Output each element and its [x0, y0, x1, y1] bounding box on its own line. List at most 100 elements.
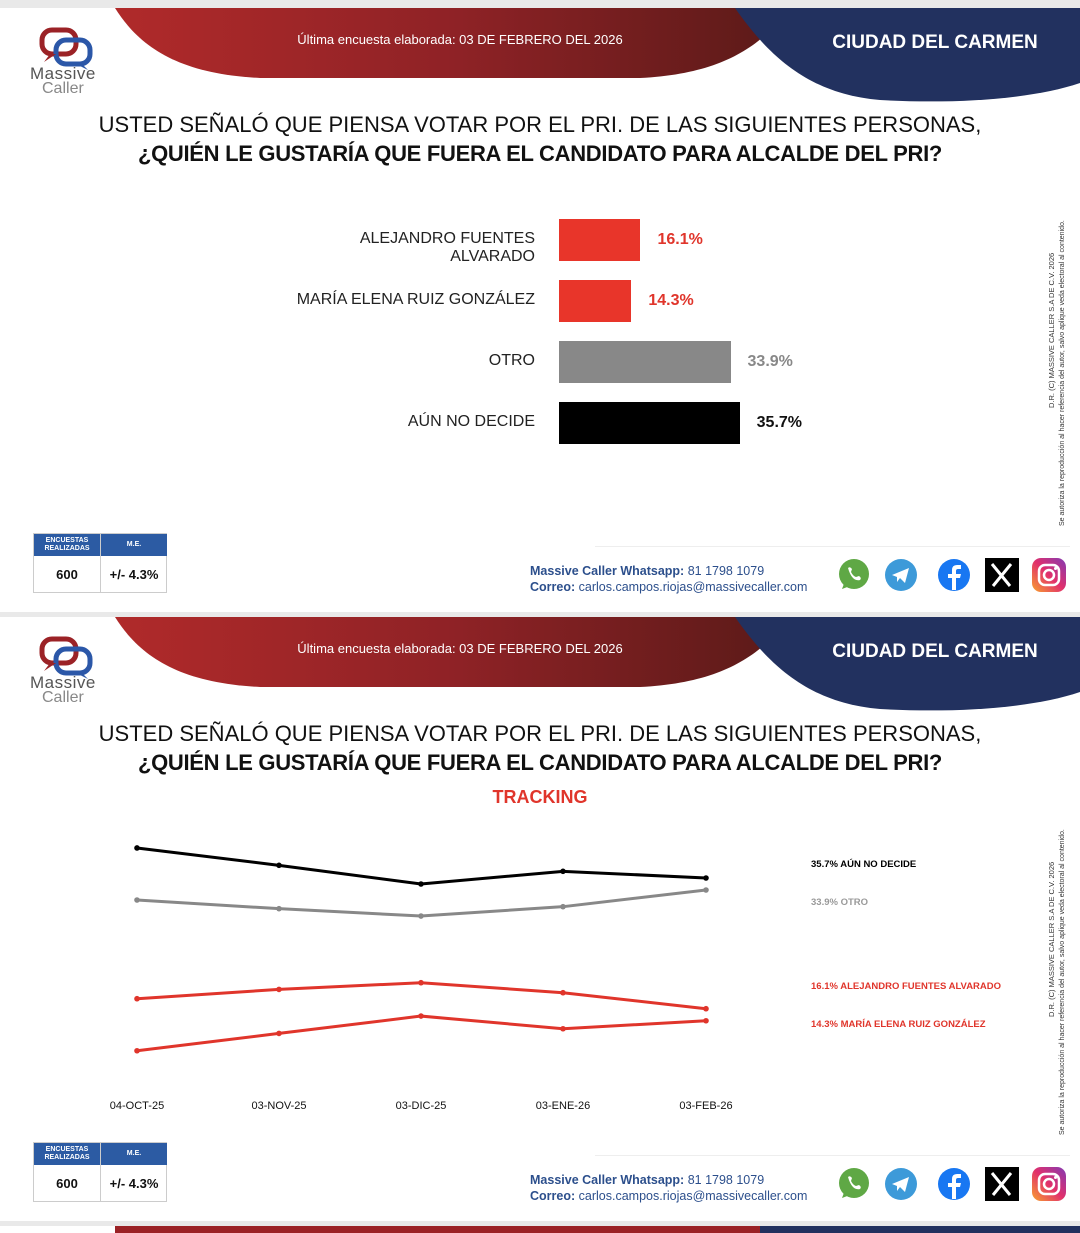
bar-value-label: 14.3% — [648, 292, 694, 309]
question-line2: ¿QUIÉN LE GUSTARÍA QUE FUERA EL CANDIDAT… — [137, 141, 943, 166]
x-tick-label: 04-OCT-25 — [110, 1100, 164, 1112]
data-point — [418, 913, 424, 919]
data-point — [560, 868, 566, 875]
data-point — [703, 1017, 709, 1024]
telegram-icon[interactable] — [883, 557, 919, 593]
bar-category-label: ALEJANDRO FUENTES ALVARADO — [359, 230, 535, 265]
bar-category-label: AÚN NO DECIDE — [407, 413, 535, 430]
x-tick-label: 03-ENE-26 — [536, 1100, 590, 1112]
whatsapp-label: Massive Caller Whatsapp: — [530, 564, 685, 578]
copyright-line1: D.R. (C) MASSIVE CALLER S.A DE C.V. 2026 — [1047, 252, 1056, 408]
surveys-header: ENCUESTAS REALIZADAS — [34, 1143, 100, 1165]
x-tick-label: 03-FEB-26 — [679, 1100, 732, 1112]
data-point — [703, 1005, 709, 1012]
me-header: M.E. — [100, 1143, 167, 1165]
me-value: +/- 4.3% — [100, 556, 167, 592]
bar-chart-slide: Massive Caller Última encuesta elaborada… — [0, 8, 1080, 612]
series-label: 33.9% OTRO — [811, 897, 868, 908]
series-line — [136, 981, 707, 1011]
data-point — [276, 1030, 282, 1037]
series-line — [136, 888, 707, 918]
data-point — [276, 986, 282, 993]
survey-date: Última encuesta elaborada: 03 DE FEBRERO… — [297, 32, 623, 47]
bar — [559, 219, 641, 261]
series-line — [136, 846, 707, 886]
bar-category-label: OTRO — [488, 352, 535, 369]
whatsapp-number[interactable]: 81 1798 1079 — [687, 564, 765, 578]
bar — [559, 280, 632, 322]
series-line — [136, 1014, 707, 1053]
instagram-icon[interactable] — [1031, 557, 1067, 593]
bar — [559, 402, 740, 444]
facebook-icon[interactable] — [936, 557, 972, 593]
question-line1: USTED SEÑALÓ QUE PIENSA VOTAR POR EL PRI… — [98, 721, 982, 746]
header-banner — [115, 8, 1080, 102]
copyright-line2: Se autoriza la reproducción al hacer ref… — [1059, 220, 1066, 526]
bar-value-label: 35.7% — [756, 414, 803, 431]
footer-divider — [595, 1155, 1070, 1156]
question-line1: USTED SEÑALÓ QUE PIENSA VOTAR POR EL PRI… — [98, 112, 982, 137]
city-title: CIUDAD DEL CARMEN — [832, 641, 1038, 662]
email-link[interactable]: carlos.campos.riojas@massivecaller.com — [578, 1189, 808, 1203]
surveys-value: 600 — [56, 566, 78, 582]
series-label: 35.7% AÚN NO DECIDE — [811, 858, 916, 870]
survey-stats-table: ENCUESTAS REALIZADAS M.E. 600 +/- 4.3% — [33, 533, 167, 593]
massive-caller-logo — [39, 636, 93, 679]
x-tick-label: 03-DIC-25 — [396, 1100, 447, 1112]
contact-info: Massive Caller Whatsapp: 81 1798 1079 Co… — [530, 1172, 807, 1204]
next-slide-edge — [0, 1226, 1080, 1233]
bar-value-label: 33.9% — [747, 353, 793, 370]
logo-text-massive: Massive — [30, 64, 96, 83]
logo-text-massive: Massive — [30, 673, 96, 692]
data-point — [703, 887, 709, 893]
surveys-header: ENCUESTAS REALIZADAS — [34, 534, 100, 556]
data-point — [560, 989, 566, 996]
facebook-icon[interactable] — [936, 1166, 972, 1202]
contact-info: Massive Caller Whatsapp: 81 1798 1079 Co… — [530, 563, 807, 595]
data-point — [560, 1025, 566, 1032]
instagram-icon[interactable] — [1031, 1166, 1067, 1202]
telegram-icon[interactable] — [883, 1166, 919, 1202]
data-point — [703, 875, 709, 881]
data-point — [418, 881, 424, 887]
logo-text-caller: Caller — [42, 80, 84, 97]
tracking-chart-slide: Massive Caller Última encuesta elaborada… — [0, 617, 1080, 1221]
survey-date: Última encuesta elaborada: 03 DE FEBRERO… — [297, 641, 623, 656]
whatsapp-number[interactable]: 81 1798 1079 — [687, 1173, 765, 1187]
tracking-title: TRACKING — [492, 787, 588, 807]
tracking-line-chart: 04-OCT-25 03-NOV-25 03-DIC-25 03-ENE-26 03-F… — [110, 845, 1001, 1112]
whatsapp-icon[interactable] — [836, 1166, 872, 1202]
email-label: Correo: — [530, 1189, 576, 1203]
x-tick-label: 03-NOV-25 — [251, 1100, 306, 1112]
data-point — [276, 862, 282, 869]
question-line2: ¿QUIÉN LE GUSTARÍA QUE FUERA EL CANDIDAT… — [137, 750, 943, 775]
whatsapp-label: Massive Caller Whatsapp: — [530, 1173, 685, 1187]
data-point — [134, 897, 140, 903]
email-link[interactable]: carlos.campos.riojas@massivecaller.com — [578, 580, 808, 594]
data-point — [276, 905, 282, 912]
massive-caller-logo — [39, 27, 93, 70]
data-point — [134, 1047, 140, 1054]
bar-value-label: 16.1% — [657, 231, 703, 248]
data-point — [560, 903, 566, 910]
data-point — [134, 995, 140, 1002]
me-header: M.E. — [100, 534, 167, 556]
copyright-note: D.R. (C) MASSIVE CALLER S.A DE C.V. 2026… — [1043, 118, 1073, 528]
data-point — [134, 845, 140, 851]
city-title: CIUDAD DEL CARMEN — [832, 32, 1038, 53]
series-label: 14.3% MARÍA ELENA RUIZ GONZÁLEZ — [811, 1019, 986, 1030]
data-point — [418, 979, 424, 986]
logo-text-caller: Caller — [42, 689, 84, 706]
survey-stats-table: ENCUESTAS REALIZADAS M.E. 600 +/- 4.3% — [33, 1142, 167, 1202]
surveys-value: 600 — [56, 1175, 78, 1191]
bar-category-label: MARÍA ELENA RUIZ GONZÁLEZ — [296, 291, 535, 308]
data-point — [418, 1013, 424, 1019]
email-label: Correo: — [530, 580, 576, 594]
bar — [559, 341, 731, 383]
series-label: 16.1% ALEJANDRO FUENTES ALVARADO — [811, 981, 1001, 992]
x-icon[interactable] — [984, 557, 1020, 593]
footer-divider — [595, 546, 1070, 547]
whatsapp-icon[interactable] — [836, 557, 872, 593]
x-icon[interactable] — [984, 1166, 1020, 1202]
me-value: +/- 4.3% — [100, 1165, 167, 1201]
